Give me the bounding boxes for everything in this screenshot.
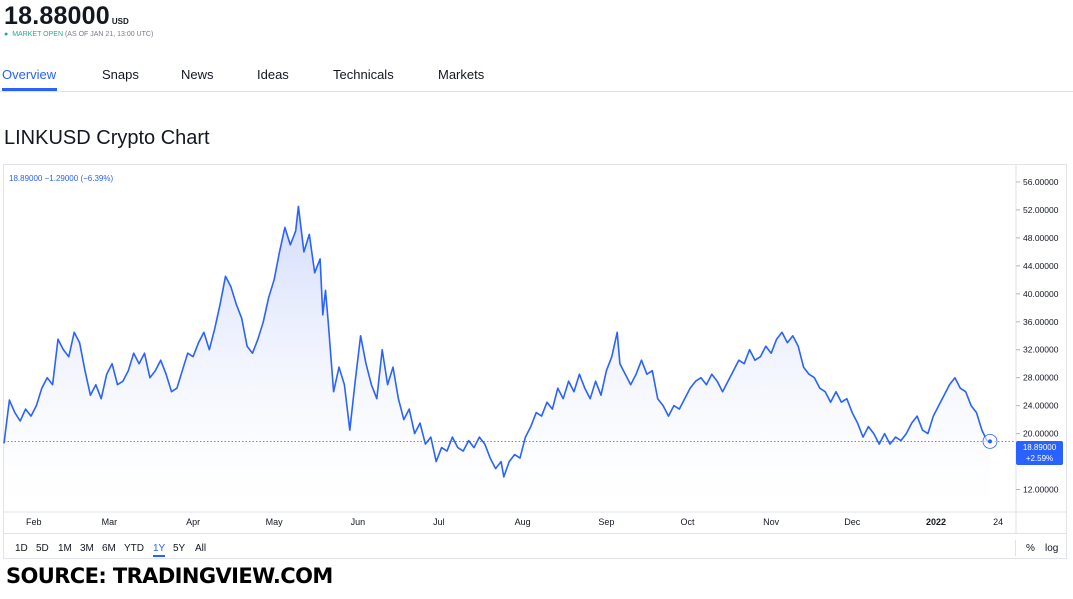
tab-technicals[interactable]: Technicals	[333, 67, 394, 82]
range-button-all[interactable]: All	[195, 543, 207, 554]
range-button-1m[interactable]: 1M	[58, 543, 72, 554]
range-button-5d[interactable]: 5D	[36, 543, 49, 554]
x-tick-label: Nov	[763, 517, 780, 527]
chart-legend: 18.89000 −1.29000 (−6.39%)	[9, 174, 113, 183]
page-title: LINKUSD Crypto Chart	[4, 127, 210, 149]
y-tick-label: 28.00000	[1023, 373, 1059, 383]
tab-bar: Overview Snaps News Ideas Technicals Mar…	[0, 58, 1073, 92]
y-tick-label: 52.00000	[1023, 205, 1059, 215]
percent-scale-button[interactable]: %	[1026, 543, 1035, 554]
x-tick-label: Mar	[102, 517, 118, 527]
source-caption: SOURCE: TRADINGVIEW.COM	[6, 564, 333, 588]
current-price: 18.88000	[4, 2, 110, 30]
range-button-3m[interactable]: 3M	[80, 543, 94, 554]
market-status: ● MARKET OPEN (AS OF JAN 21, 13:00 UTC)	[4, 31, 153, 38]
x-tick-label: Dec	[844, 517, 861, 527]
last-point-dot	[988, 439, 992, 444]
legend-change: −1.29000	[44, 174, 79, 183]
range-button-5y[interactable]: 5Y	[173, 543, 186, 554]
price-header: 18.88000 USD	[4, 2, 129, 31]
price-line	[3, 205, 991, 478]
tab-snaps[interactable]: Snaps	[102, 67, 139, 82]
price-area-fill	[4, 206, 990, 512]
tab-markets[interactable]: Markets	[438, 67, 485, 82]
y-tick-label: 40.00000	[1023, 289, 1059, 299]
range-button-6m[interactable]: 6M	[102, 543, 116, 554]
tab-ideas[interactable]: Ideas	[257, 67, 289, 82]
x-tick-label: Sep	[598, 517, 614, 527]
x-tick-label: 24	[993, 517, 1003, 527]
y-tick-label: 20.00000	[1023, 429, 1059, 439]
tab-overview[interactable]: Overview	[2, 67, 57, 82]
x-tick-label: 2022	[926, 517, 946, 527]
x-tick-label: Jun	[351, 517, 366, 527]
last-price-tag: 18.89000 +2.59%	[1016, 441, 1063, 465]
market-open-label: MARKET OPEN	[12, 31, 64, 38]
status-dot-icon: ●	[4, 31, 9, 38]
range-toolbar: 1D 5D 1M 3M 6M YTD 1Y 5Y All % log	[3, 533, 1067, 559]
range-button-1y[interactable]: 1Y	[153, 543, 166, 557]
y-tick-label: 24.00000	[1023, 401, 1059, 411]
legend-value: 18.89000	[9, 174, 43, 183]
y-tick-label: 48.00000	[1023, 233, 1059, 243]
log-scale-button[interactable]: log	[1045, 543, 1059, 554]
range-button-1d[interactable]: 1D	[15, 543, 28, 554]
x-tick-label: Jul	[433, 517, 445, 527]
legend-change-pct: (−6.39%)	[80, 174, 114, 183]
last-price-change: +2.59%	[1025, 454, 1054, 463]
toolbar-divider	[1015, 540, 1016, 556]
currency-label: USD	[111, 17, 129, 26]
y-tick-label: 12.00000	[1023, 485, 1059, 495]
x-tick-label: Oct	[680, 517, 695, 527]
y-tick-label: 32.00000	[1023, 345, 1059, 355]
y-tick-label: 56.00000	[1023, 177, 1059, 187]
last-price-value: 18.89000	[1022, 443, 1057, 452]
as-of-label: (AS OF JAN 21, 13:00 UTC)	[64, 31, 154, 38]
x-tick-label: May	[266, 517, 284, 527]
active-tab-indicator	[2, 88, 57, 91]
range-button-ytd[interactable]: YTD	[124, 543, 144, 554]
x-tick-label: Aug	[515, 517, 531, 527]
x-tick-label: Apr	[186, 517, 200, 527]
tab-news[interactable]: News	[181, 67, 214, 82]
chart-card	[3, 164, 1067, 559]
y-tick-label: 36.00000	[1023, 317, 1059, 327]
x-tick-label: Feb	[26, 517, 42, 527]
y-tick-label: 44.00000	[1023, 261, 1059, 271]
